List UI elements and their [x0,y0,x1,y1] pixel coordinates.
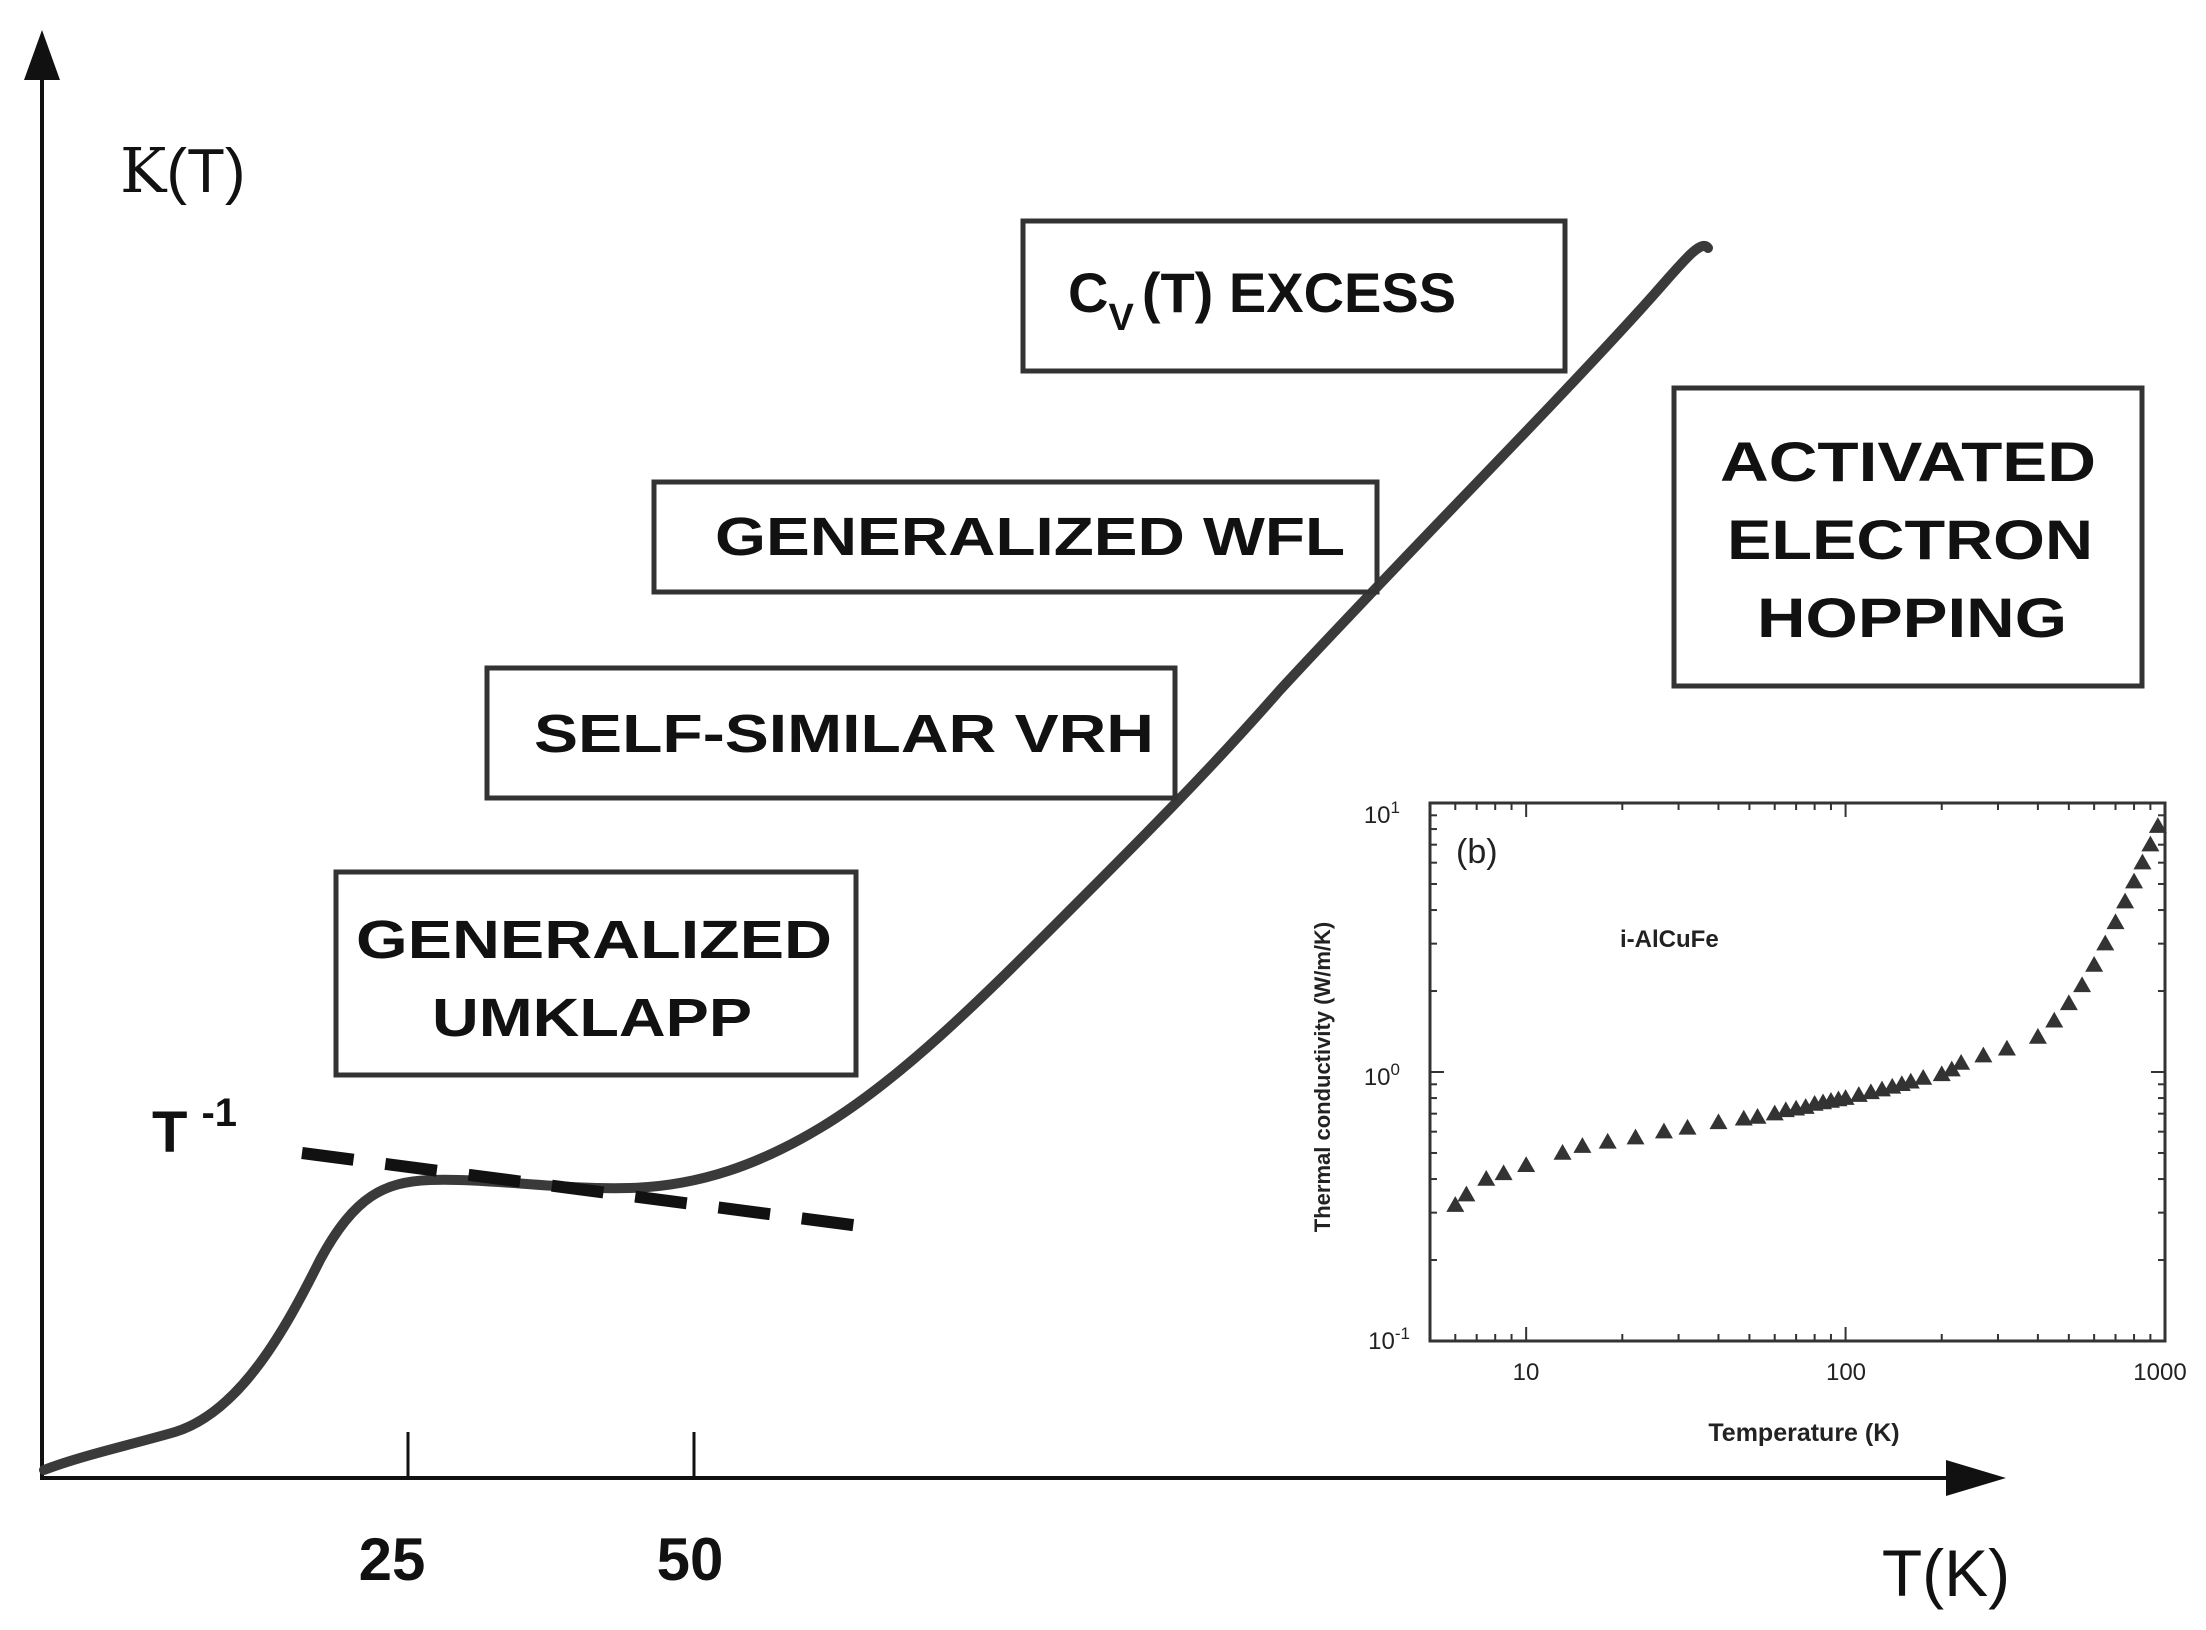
y-axis-label-kappa: K [120,134,168,207]
inset-data-point [1952,1054,1971,1070]
inset-x-axis-label: Temperature (K) [1708,1419,1899,1447]
regime-cv-label: CV (T) EXCESS [1068,261,1456,339]
inset-data-point [1517,1156,1536,1173]
regime-hopping-line-1: ACTIVATED [1720,430,2096,493]
regime-box-vrh-frame [484,665,1178,801]
inset-x-tick-label-100: 100 [1826,1359,1866,1386]
inset-data-point [1914,1068,1933,1085]
regime-box-umklapp: GENERALIZED UMKLAPP [333,869,859,1078]
inset-data-point [2125,872,2144,889]
t-inverse-fit-line [301,1147,861,1232]
inset-data-point [1942,1060,1961,1077]
inset-data-point [2148,817,2167,833]
regime-wfl-label: GENERALIZED WFL [715,507,1345,567]
inset-data-point [1457,1185,1476,1202]
inset-y-tick-10-base: 10 [1364,802,1391,829]
inset-y-tick-label-0-1: 10-1 [1368,1324,1410,1355]
main-x-axis-arrow-icon [1946,1460,2006,1496]
inset-data-point [1626,1128,1645,1145]
regime-cv-base: C [1068,261,1108,324]
inset-data-point [2116,892,2135,909]
inset-data-point [2059,994,2078,1011]
inset-data-point [1598,1132,1617,1149]
inset-data-point [1974,1046,1993,1063]
inset-y-tick-label-1: 100 [1364,1060,1400,1091]
main-y-axis-arrow-icon [24,30,60,80]
inset-data-point [1932,1065,1951,1082]
regime-cv-rest: (T) EXCESS [1142,261,1456,324]
main-chart: 25 50 K(T) T(K) T -1 GENERALIZED UMKLAPP … [24,30,2145,1610]
inset-chart: (b) i-AlCuFe Thermal conductivity (W/m/K… [1310,798,2187,1447]
inset-y-tick-10-exp: 1 [1391,798,1400,817]
inset-data-point [2141,835,2160,852]
inset-data-points [1446,817,2167,1212]
inset-data-point [1709,1113,1728,1130]
inset-data-point [1997,1039,2016,1056]
kappa-curve [39,241,1713,1475]
t-inverse-label-base: T [152,1100,187,1165]
inset-y-tick-0-1-base: 10 [1368,1328,1395,1355]
regime-vrh-label: SELF-SIMILAR VRH [534,704,1154,764]
inset-data-point [2133,853,2152,870]
regime-hopping-line-3: HOPPING [1757,586,2067,649]
inset-data-point [2028,1027,2047,1044]
inset-data-point [1836,1089,1855,1105]
inset-y-tick-1-base: 10 [1364,1064,1391,1091]
regime-box-wfl-frame [651,479,1380,595]
inset-data-point [2073,976,2092,993]
inset-tick-marks [1429,803,2165,1342]
regime-box-cv: CV (T) EXCESS [1020,218,1568,374]
inset-y-axis-label: Thermal conductivity (W/m/K) [1310,922,1335,1232]
regime-box-umklapp-frame [333,869,859,1078]
inset-y-tick-0-1-exp: -1 [1395,1324,1410,1343]
regime-box-wfl: GENERALIZED WFL [651,479,1380,595]
regime-hopping-line-2: ELECTRON [1727,508,2093,571]
inset-data-point [1494,1164,1513,1181]
inset-x-tick-label-1000: 1000 [2133,1359,2186,1386]
inset-panel-label: (b) [1456,833,1498,871]
t-inverse-label-exp: -1 [201,1091,237,1135]
inset-data-point [2045,1011,2064,1028]
y-axis-label-paren: (T) [166,137,245,206]
x-axis-label: T(K) [1882,1536,2010,1610]
inset-x-tick-label-10: 10 [1513,1359,1540,1386]
inset-data-point [1678,1118,1697,1135]
inset-series-label: i-AlCuFe [1620,926,1719,953]
inset-data-point [2096,934,2115,951]
regime-box-hopping-frame [1671,385,2145,689]
regime-box-hopping: ACTIVATED ELECTRON HOPPING [1671,385,2145,689]
y-axis-label: K(T) [120,134,246,207]
regime-umklapp-line-2: UMKLAPP [432,988,752,1048]
inset-data-point [1553,1143,1572,1160]
x-tick-label-50: 50 [657,1526,724,1593]
regime-umklapp-line-1: GENERALIZED [356,910,832,970]
inset-data-point [2085,955,2104,972]
inset-data-point [1654,1122,1673,1139]
regime-cv-sub: V [1108,297,1134,339]
inset-data-point [1477,1170,1496,1186]
x-tick-label-25: 25 [359,1526,426,1593]
inset-plot-frame [1428,801,2167,1343]
inset-data-point [1573,1137,1592,1153]
inset-data-point [1748,1108,1767,1124]
inset-y-tick-label-10: 101 [1364,798,1400,829]
inset-data-point [1446,1196,1465,1212]
regime-box-cv-frame [1020,218,1568,374]
t-inverse-label: T -1 [152,1091,237,1165]
inset-y-tick-1-exp: 0 [1391,1060,1400,1079]
inset-data-point [1734,1109,1753,1126]
inset-data-point [2106,913,2125,930]
regime-box-vrh: SELF-SIMILAR VRH [484,665,1178,801]
